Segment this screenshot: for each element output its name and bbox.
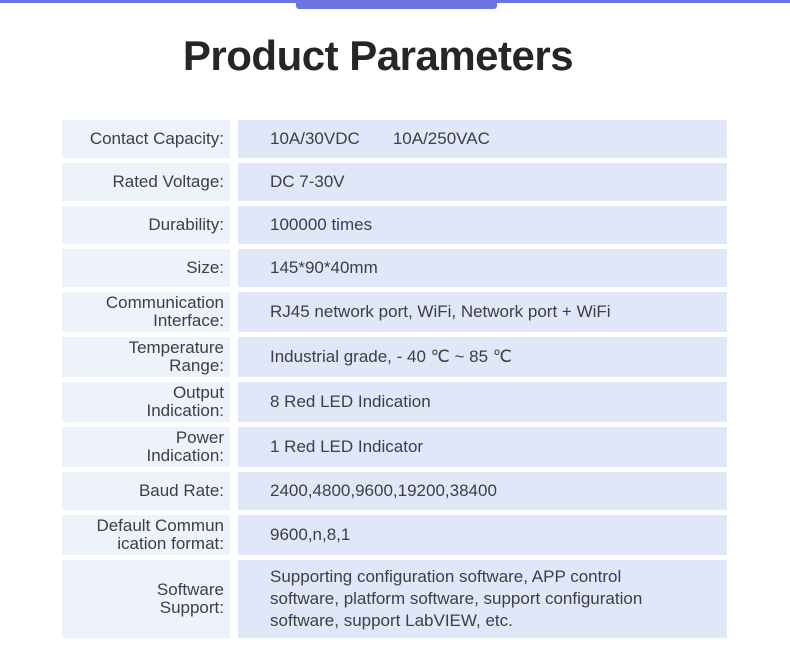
table-row: Output Indication: 8 Red LED Indication [62,382,727,422]
table-row: Contact Capacity: 10A/30VDC 10A/250VAC [62,120,727,158]
parameter-value: DC 7-30V [238,163,727,201]
table-row: Baud Rate: 2400,4800,9600,19200,38400 [62,472,727,510]
parameter-label: Communication Interface: [62,292,230,332]
parameter-value: 145*90*40mm [238,249,727,287]
table-row: Communication Interface: RJ45 network po… [62,292,727,332]
table-row: Rated Voltage: DC 7-30V [62,163,727,201]
parameter-value: 1 Red LED Indicator [238,427,727,467]
parameter-value: 8 Red LED Indication [238,382,727,422]
parameter-label: Baud Rate: [62,472,230,510]
table-row: Size: 145*90*40mm [62,249,727,287]
parameter-label: Temperature Range: [62,337,230,377]
parameter-value: Supporting configuration software, APP c… [238,560,727,638]
parameter-label: Contact Capacity: [62,120,230,158]
table-row: Temperature Range: Industrial grade, - 4… [62,337,727,377]
parameter-value: RJ45 network port, WiFi, Network port + … [238,292,727,332]
parameter-label: Power Indication: [62,427,230,467]
table-row: Default Commun ication format: 9600,n,8,… [62,515,727,555]
table-row: Power Indication: 1 Red LED Indicator [62,427,727,467]
parameter-value: Industrial grade, - 40 ℃ ~ 85 ℃ [238,337,727,377]
parameter-label: Size: [62,249,230,287]
top-accent-bar [296,0,497,9]
parameter-value: 100000 times [238,206,727,244]
table-row: Durability: 100000 times [62,206,727,244]
table-row: Software Support: Supporting configurati… [62,560,727,638]
parameters-table: Contact Capacity: 10A/30VDC 10A/250VAC R… [62,120,727,638]
parameter-label: Software Support: [62,560,230,638]
parameter-label: Durability: [62,206,230,244]
parameter-label: Rated Voltage: [62,163,230,201]
parameter-label: Output Indication: [62,382,230,422]
parameter-label: Default Commun ication format: [62,515,230,555]
parameter-value: 9600,n,8,1 [238,515,727,555]
parameter-value: 2400,4800,9600,19200,38400 [238,472,727,510]
page-title: Product Parameters [182,32,574,79]
parameter-value: 10A/30VDC 10A/250VAC [238,120,727,158]
